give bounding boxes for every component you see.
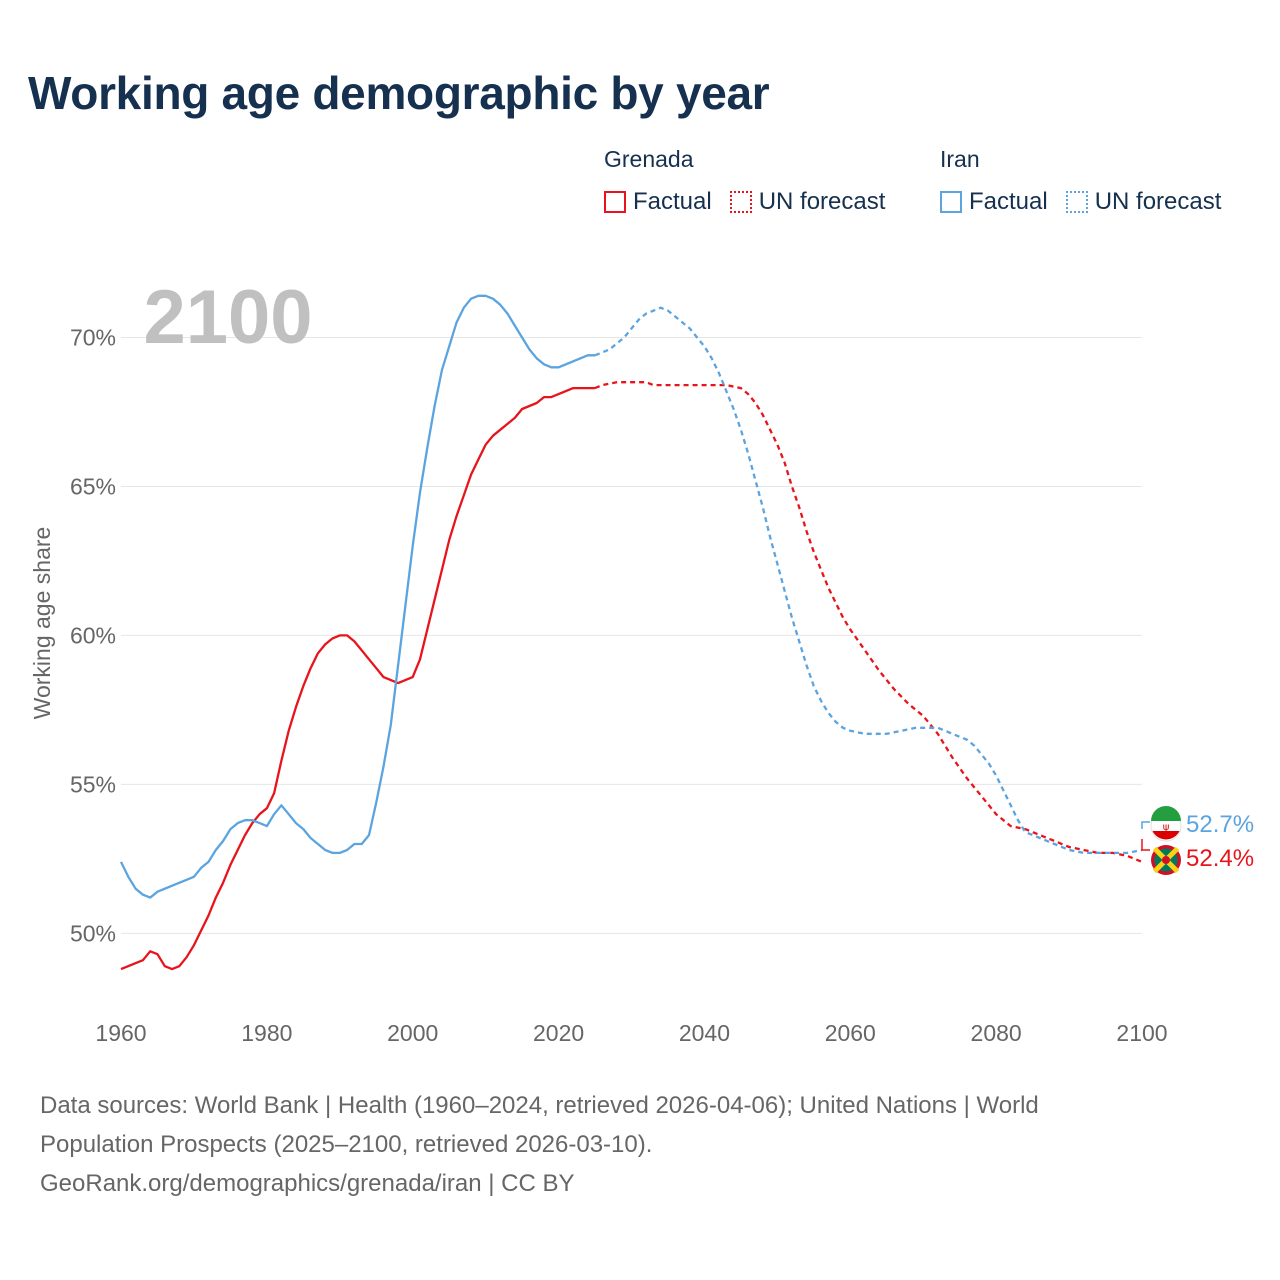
y-tick-label: 60%: [70, 622, 116, 648]
footer-line-2: Population Prospects (2025–2100, retriev…: [40, 1131, 653, 1158]
iran-flag-icon: ψ: [1150, 806, 1182, 842]
legend-group-iran: Iran Factual UN forecast: [940, 146, 1239, 216]
connector-iran: [1141, 821, 1150, 829]
x-tick-label: 2040: [679, 1020, 730, 1046]
x-tick-label: 2000: [387, 1020, 438, 1046]
connector-grenada: [1141, 839, 1150, 851]
end-label-iran: 52.7%: [1186, 811, 1254, 838]
end-label-grenada: 52.4%: [1186, 845, 1254, 872]
svg-text:ψ: ψ: [1163, 822, 1170, 833]
y-tick-label: 55%: [70, 771, 116, 797]
x-tick-label: 2080: [971, 1020, 1022, 1046]
legend-item-grenada-factual[interactable]: Factual: [604, 188, 712, 216]
y-tick-label: 70%: [70, 324, 116, 350]
x-tick-label: 2100: [1116, 1020, 1167, 1046]
legend-group-name: Grenada: [604, 146, 694, 172]
x-tick-label: 1960: [95, 1020, 146, 1046]
footer-line-1: Data sources: World Bank | Health (1960–…: [40, 1092, 1039, 1119]
legend-item-iran-factual[interactable]: Factual: [940, 188, 1048, 216]
grenada-flag-icon: [1151, 845, 1181, 875]
legend-group-grenada: Grenada Factual UN forecast: [604, 146, 903, 216]
series-line-grenada-forecast: [594, 381, 1143, 863]
legend-label: Factual: [633, 188, 712, 215]
chart-title: Working age demographic by year: [28, 67, 770, 119]
legend-swatch-solid: [940, 191, 962, 213]
series-line-iran-forecast: [594, 306, 1143, 855]
grid-lines: [121, 336, 1142, 934]
legend-item-iran-forecast[interactable]: UN forecast: [1065, 188, 1222, 216]
legend-swatch-dotted: [729, 191, 752, 213]
y-axis-ticks: 50% 55% 60% 65% 70%: [70, 324, 116, 946]
series-line-grenada-factual: [120, 386, 595, 971]
y-tick-label: 50%: [70, 920, 116, 946]
x-tick-label: 1980: [241, 1020, 292, 1046]
year-overlay: 2100: [143, 275, 312, 360]
line-chart: 2100 50% 55% 60% 65% 70% 1960 1980 2000 2020 204…: [29, 275, 1254, 1046]
end-markers: ψ 52.7% 52.4%: [1141, 806, 1254, 875]
legend-label: UN forecast: [1094, 188, 1222, 215]
y-tick-label: 65%: [70, 473, 116, 499]
x-tick-label: 2060: [825, 1020, 876, 1046]
legend-swatch-solid: [604, 191, 626, 213]
footer-sources: Data sources: World Bank | Health (1960–…: [40, 1086, 1220, 1203]
series-lines: [119, 294, 1143, 971]
x-axis-ticks: 1960 1980 2000 2020 2040 2060 2080 2100: [95, 1020, 1167, 1046]
legend-group-name: Iran: [940, 146, 980, 172]
y-axis-label: Working age share: [29, 527, 55, 720]
legend-item-grenada-forecast[interactable]: UN forecast: [729, 188, 886, 216]
legend-label: UN forecast: [758, 188, 886, 215]
legend-label: Factual: [969, 188, 1048, 215]
footer-line-3[interactable]: GeoRank.org/demographics/grenada/iran | …: [40, 1170, 575, 1197]
x-tick-label: 2020: [533, 1020, 584, 1046]
series-line-iran-factual: [119, 294, 595, 899]
legend-swatch-dotted: [1065, 191, 1088, 213]
